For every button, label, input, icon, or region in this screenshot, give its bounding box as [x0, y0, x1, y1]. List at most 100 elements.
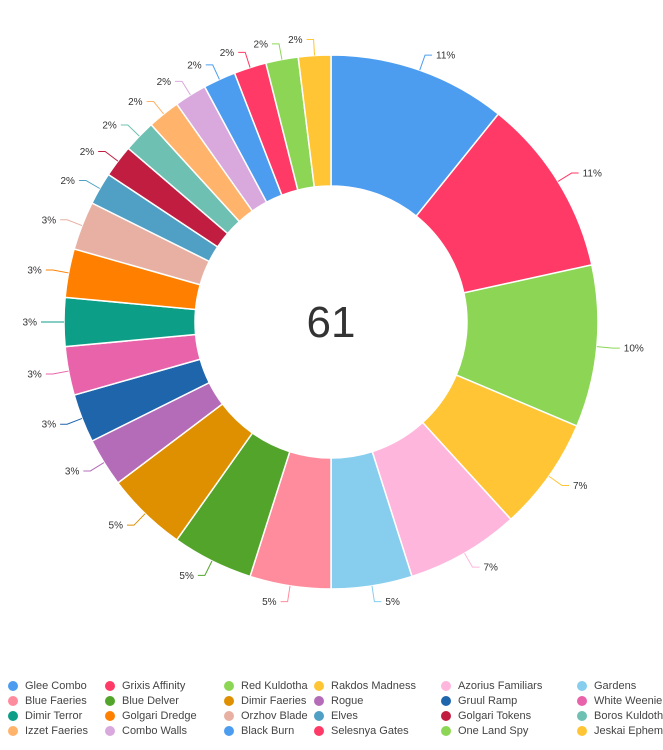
- legend-label: Golgari Tokens: [458, 710, 532, 722]
- legend-marker-icon: [8, 726, 18, 736]
- data-label-jeskai-ephemerate: 2%: [288, 35, 303, 46]
- legend-label: Izzet Faeries: [25, 725, 88, 737]
- leader-golgari-tokens: [98, 150, 119, 162]
- legend-item-elves[interactable]: Elves: [314, 708, 358, 724]
- data-label-gardens: 5%: [385, 597, 400, 608]
- legend-marker-icon: [577, 681, 587, 691]
- legend-item-golgari-tokens[interactable]: Golgari Tokens: [441, 708, 531, 724]
- leader-boros-kuldotha: [120, 124, 140, 137]
- legend-item-golgari-dredge[interactable]: Golgari Dredge: [105, 708, 197, 724]
- legend-item-orzhov-blade[interactable]: Orzhov Blade: [224, 708, 308, 724]
- legend-label: Azorius Familiars: [458, 680, 543, 692]
- legend-marker-icon: [441, 696, 451, 706]
- leader-orzhov-blade: [60, 219, 83, 227]
- legend-label: Gardens: [594, 680, 637, 692]
- leader-rogue: [83, 462, 105, 472]
- legend-label: One Land Spy: [458, 725, 529, 737]
- legend-label: Orzhov Blade: [241, 710, 308, 722]
- leader-gardens: [371, 585, 382, 603]
- legend-label: Red Kuldotha: [241, 680, 308, 692]
- legend-item-glee-combo[interactable]: Glee Combo: [8, 678, 87, 694]
- legend-label: Jeskai Ephemerate: [594, 725, 663, 737]
- data-label-red-kuldotha: 10%: [624, 344, 644, 355]
- legend-item-red-kuldotha[interactable]: Red Kuldotha: [224, 678, 308, 694]
- legend-marker-icon: [577, 726, 587, 736]
- legend-label: Boros Kuldotha: [594, 710, 663, 722]
- legend-label: Grixis Affinity: [122, 680, 186, 692]
- legend-marker-icon: [105, 681, 115, 691]
- legend-marker-icon: [8, 711, 18, 721]
- legend-item-izzet-faeries[interactable]: Izzet Faeries: [8, 723, 88, 739]
- data-label-rakdos-madness: 7%: [573, 481, 588, 492]
- donut-slices: [63, 54, 599, 590]
- leader-jeskai-ephemerate: [306, 39, 316, 56]
- legend-item-gardens[interactable]: Gardens: [577, 678, 636, 694]
- legend-item-rogue[interactable]: Rogue: [314, 693, 363, 709]
- leader-blue-faeries: [280, 585, 291, 603]
- legend-label: Blue Delver: [122, 695, 179, 707]
- slice-jeskai-ephemerate[interactable]: [297, 54, 332, 188]
- leader-selesnya-gates: [238, 51, 251, 68]
- leader-golgari-dredge: [45, 269, 69, 274]
- center-total-label: 61: [307, 298, 356, 347]
- leader-gruul-ramp: [60, 417, 83, 425]
- legend-marker-icon: [224, 681, 234, 691]
- leader-dimir-faeries: [126, 513, 146, 526]
- legend-marker-icon: [224, 711, 234, 721]
- leader-izzet-faeries: [146, 101, 165, 115]
- legend-item-dimir-faeries[interactable]: Dimir Faeries: [224, 693, 306, 709]
- data-label-elves: 2%: [60, 176, 75, 187]
- data-label-golgari-dredge: 3%: [27, 265, 42, 276]
- leader-grixis-affinity: [557, 172, 579, 182]
- leader-one-land-spy: [271, 43, 283, 60]
- data-label-glee-combo: 11%: [436, 51, 455, 62]
- legend-item-white-weenie[interactable]: White Weenie: [577, 693, 662, 709]
- legend-label: White Weenie: [594, 695, 663, 707]
- legend-marker-icon: [314, 711, 324, 721]
- legend-item-one-land-spy[interactable]: One Land Spy: [441, 723, 528, 739]
- data-label-golgari-tokens: 2%: [80, 147, 95, 158]
- data-label-gruul-ramp: 3%: [42, 420, 57, 431]
- legend-label: Dimir Terror: [25, 710, 83, 722]
- legend-label: Rakdos Madness: [331, 680, 416, 692]
- legend-label: Black Burn: [241, 725, 295, 737]
- data-labels: 11% 11% 10% 7% 7% 5% 5% 5% 5% 3% 3% 3% 3% 3% 3% 2% 2% 2% 2…: [23, 35, 644, 608]
- legend-item-jeskai-ephemerate[interactable]: Jeskai Ephemerate: [577, 723, 663, 739]
- data-label-grixis-affinity: 11%: [583, 169, 602, 180]
- legend-marker-icon: [224, 696, 234, 706]
- data-label-azorius-familiars: 7%: [484, 563, 499, 574]
- legend-marker-icon: [224, 726, 234, 736]
- legend-item-combo-walls[interactable]: Combo Walls: [105, 723, 187, 739]
- legend-item-blue-delver[interactable]: Blue Delver: [105, 693, 179, 709]
- data-label-izzet-faeries: 2%: [128, 97, 143, 108]
- legend-marker-icon: [441, 726, 451, 736]
- legend-marker-icon: [314, 681, 324, 691]
- legend-label: Elves: [331, 710, 358, 722]
- legend-label: Blue Faeries: [25, 695, 87, 707]
- leader-white-weenie: [45, 370, 69, 375]
- data-label-one-land-spy: 2%: [254, 39, 269, 50]
- legend-item-selesnya-gates[interactable]: Selesnya Gates: [314, 723, 409, 739]
- legend-label: Dimir Faeries: [241, 695, 307, 707]
- leader-glee-combo: [419, 54, 433, 71]
- legend-item-azorius-familiars[interactable]: Azorius Familiars: [441, 678, 542, 694]
- legend-item-rakdos-madness[interactable]: Rakdos Madness: [314, 678, 416, 694]
- data-label-black-burn: 2%: [187, 60, 202, 71]
- legend-marker-icon: [8, 696, 18, 706]
- legend-item-dimir-terror[interactable]: Dimir Terror: [8, 708, 82, 724]
- legend-item-black-burn[interactable]: Black Burn: [224, 723, 294, 739]
- legend-item-gruul-ramp[interactable]: Gruul Ramp: [441, 693, 517, 709]
- legend-marker-icon: [105, 711, 115, 721]
- legend-marker-icon: [105, 726, 115, 736]
- legend-label: Gruul Ramp: [458, 695, 518, 707]
- data-label-orzhov-blade: 3%: [42, 215, 57, 226]
- legend-marker-icon: [314, 696, 324, 706]
- legend-item-boros-kuldotha[interactable]: Boros Kuldotha: [577, 708, 663, 724]
- legend-marker-icon: [441, 711, 451, 721]
- legend-item-grixis-affinity[interactable]: Grixis Affinity: [105, 678, 185, 694]
- legend-item-blue-faeries[interactable]: Blue Faeries: [8, 693, 87, 709]
- legend-marker-icon: [105, 696, 115, 706]
- leader-rakdos-madness: [548, 475, 569, 487]
- leader-combo-walls: [175, 80, 191, 96]
